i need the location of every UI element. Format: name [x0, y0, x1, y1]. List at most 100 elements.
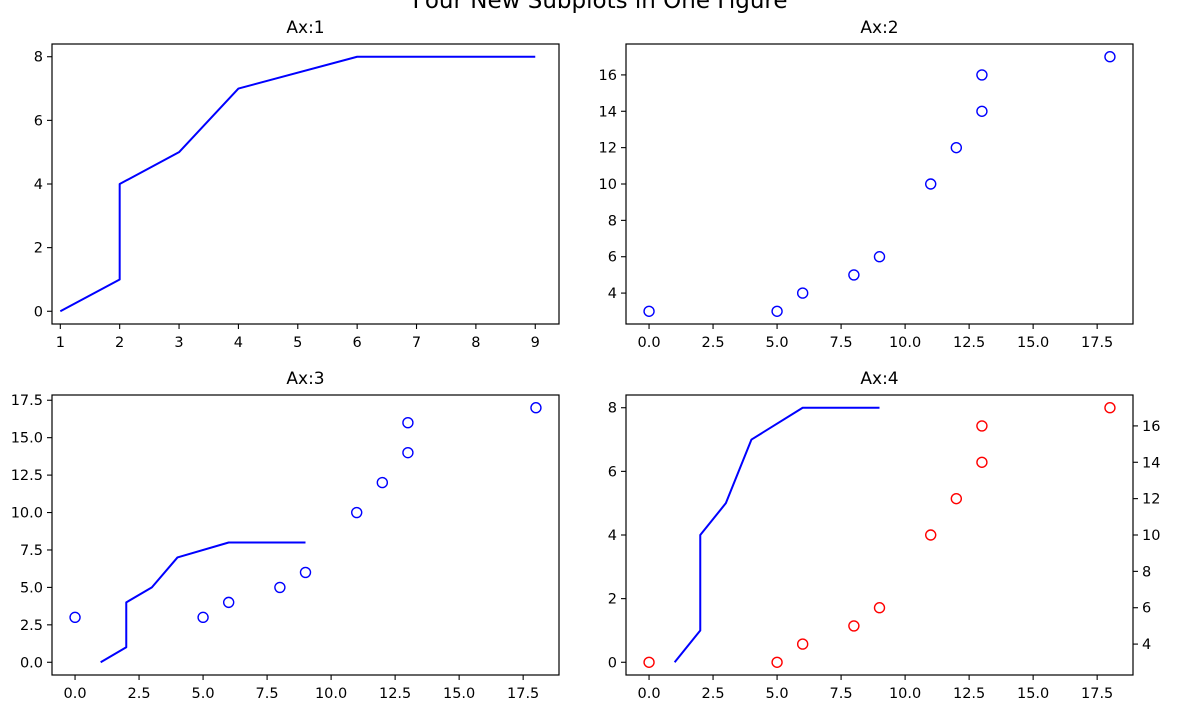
y-tick-label: 10.0 — [11, 506, 43, 522]
data-point — [950, 141, 963, 154]
x-tick-label: 6 — [353, 335, 362, 351]
data-point — [1104, 51, 1116, 63]
x-tick-label: 2.5 — [128, 686, 151, 702]
data-point — [976, 420, 988, 432]
x-tick-label: 12.5 — [953, 335, 985, 351]
data-point — [873, 602, 886, 614]
axes-frame — [625, 43, 1134, 325]
x-tick-label: 8 — [471, 335, 480, 351]
y-right-tick-label: 4 — [1142, 637, 1151, 653]
data-point — [643, 305, 655, 317]
y-tick-label: 2 — [608, 592, 617, 608]
data-point — [402, 417, 414, 429]
x-tick-label: 7.5 — [830, 686, 853, 702]
data-point — [976, 69, 988, 81]
y-tick-label: 0 — [608, 655, 617, 671]
y-tick-label: 4 — [34, 177, 43, 193]
data-point — [950, 492, 963, 505]
data-point — [925, 178, 937, 190]
x-tick-label: 5.0 — [766, 686, 789, 702]
y-tick-label: 10 — [599, 177, 617, 193]
y-tick-label: 8 — [608, 401, 617, 417]
y-tick-label: 6 — [608, 464, 617, 480]
axes-frame — [51, 394, 560, 676]
y-tick-label: 6 — [34, 113, 43, 129]
x-tick-label: 17.5 — [1081, 686, 1113, 702]
plot-data — [643, 402, 1116, 668]
x-tick-label: 17.5 — [1081, 335, 1113, 351]
subplot-title: Ax:3 — [286, 369, 324, 389]
x-tick-label: 15.0 — [443, 686, 475, 702]
y-tick-label: 15.0 — [11, 431, 43, 447]
y-tick-label: 12 — [599, 141, 617, 157]
y-right-tick-label: 16 — [1142, 419, 1160, 435]
data-point — [69, 611, 81, 624]
y-tick-label: 6 — [608, 250, 617, 266]
data-point — [376, 476, 389, 489]
x-tick-label: 5.0 — [766, 335, 789, 351]
x-tick-label: 7 — [412, 335, 421, 351]
y-tick-label: 0.0 — [20, 655, 43, 671]
series-line — [59, 55, 536, 313]
subplot-2: Ax:2 0.0 2.5 5.0 7.5 10.0 12.5 15.0 17.5 4 6 8 10 12 1… — [599, 18, 1134, 351]
y-tick-label: 17.5 — [11, 393, 43, 409]
x-tick-label: 15.0 — [1017, 335, 1049, 351]
data-point — [402, 446, 414, 459]
x-tick-label: 2.5 — [702, 686, 725, 702]
x-tick-label: 0.0 — [64, 686, 87, 702]
data-point — [1104, 402, 1116, 414]
data-point — [222, 596, 235, 609]
y-tick-label: 0 — [34, 304, 43, 320]
x-tick-label: 2 — [115, 335, 124, 351]
plot-data — [643, 51, 1116, 317]
data-point — [197, 611, 209, 624]
y-tick-label: 2 — [34, 241, 43, 257]
x-tick-label: 5 — [293, 335, 302, 351]
subplot-title: Ax:1 — [286, 18, 324, 38]
data-point — [530, 402, 542, 414]
x-tick-label: 5.0 — [192, 686, 215, 702]
data-point — [771, 656, 783, 668]
x-tick-label: 12.5 — [379, 686, 411, 702]
data-point — [976, 456, 988, 468]
x-tick-label: 17.5 — [507, 686, 539, 702]
data-point — [848, 269, 860, 281]
data-point — [299, 566, 312, 579]
subplot-1: Ax:1 1 2 3 4 5 6 7 8 9 0 2 4 6 8 — [34, 18, 560, 351]
data-point — [351, 506, 363, 519]
y-right-tick-label: 6 — [1142, 601, 1151, 617]
y-tick-label: 4 — [608, 286, 617, 302]
data-point — [873, 251, 886, 263]
y-right-tick-label: 8 — [1142, 564, 1151, 580]
y-right-tick-label: 12 — [1142, 492, 1160, 508]
x-tick-label: 2.5 — [702, 335, 725, 351]
y-right-tick-label: 10 — [1142, 528, 1160, 544]
x-tick-label: 0.0 — [638, 335, 661, 351]
data-point — [771, 305, 783, 317]
x-tick-label: 10.0 — [889, 686, 921, 702]
data-point — [796, 287, 809, 299]
data-point — [796, 638, 809, 650]
series-line — [100, 541, 306, 664]
x-tick-label: 0.0 — [638, 686, 661, 702]
x-tick-label: 4 — [234, 335, 243, 351]
x-tick-label: 1 — [56, 335, 65, 351]
subplot-4: Ax:4 0.0 2.5 5.0 7.5 10.0 12.5 15.0 17.5 0 2 4 6 8 4 6 8… — [608, 369, 1161, 702]
y-tick-label: 7.5 — [20, 543, 43, 559]
plot-data — [69, 402, 542, 664]
y-tick-label: 8 — [608, 213, 617, 229]
subplot-title: Ax:2 — [860, 18, 898, 38]
data-point — [976, 105, 988, 117]
y-tick-label: 2.5 — [20, 618, 43, 634]
y-tick-label: 16 — [599, 68, 617, 84]
data-point — [848, 620, 860, 632]
y-right-tick-label: 14 — [1142, 455, 1160, 471]
y-tick-label: 5.0 — [20, 580, 43, 596]
x-tick-label: 7.5 — [256, 686, 279, 702]
x-tick-label: 10.0 — [315, 686, 347, 702]
x-tick-label: 3 — [174, 335, 183, 351]
data-point — [274, 581, 286, 594]
y-tick-label: 4 — [608, 528, 617, 544]
data-point — [925, 529, 937, 541]
